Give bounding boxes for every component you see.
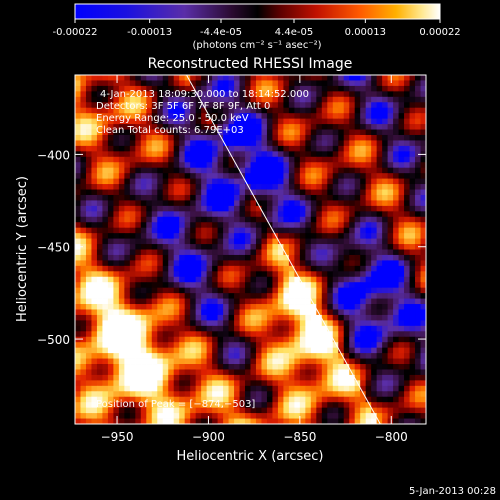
footer-date: 5-Jan-2013 00:28 bbox=[409, 486, 496, 497]
colorbar-tick-label: -4.4e-05 bbox=[200, 27, 242, 38]
x-axis-ticks: −950 −900 −850 −800 bbox=[101, 75, 408, 444]
colorbar bbox=[74, 3, 441, 20]
chart-title: Reconstructed RHESSI Image bbox=[148, 56, 353, 72]
annotation-energy-range: Energy Range: 25.0 - 50.0 keV bbox=[96, 113, 249, 124]
x-tick-label: −800 bbox=[375, 430, 408, 444]
solar-limb-line bbox=[186, 75, 381, 424]
y-axis-ticks: −400 −450 −500 bbox=[37, 148, 426, 347]
annotation-detectors: Detectors: 3F 5F 6F 7F 8F 9F, Att 0 bbox=[96, 101, 270, 112]
colorbar-tick-label: -0.00022 bbox=[53, 27, 98, 38]
colorbar-tick-label: 0.00022 bbox=[419, 27, 460, 38]
colorbar-unit-label: (photons cm⁻² s⁻¹ asec⁻²) bbox=[192, 40, 321, 51]
colorbar-tick-label: 0.00013 bbox=[345, 27, 386, 38]
x-tick-label: −950 bbox=[101, 430, 134, 444]
colorbar-ticks: -0.00022 -0.00013 -4.4e-05 4.4e-05 0.00013 0.… bbox=[53, 19, 461, 38]
y-axis-label: Heliocentric Y (arcsec) bbox=[15, 176, 30, 322]
annotation-counts: Clean Total counts: 6.79E+03 bbox=[96, 125, 244, 136]
peak-position-label: Position of Peak = [−874,−503] bbox=[96, 399, 255, 410]
heatmap-cells bbox=[75, 75, 426, 424]
y-tick-label: −400 bbox=[37, 148, 70, 162]
y-tick-label: −450 bbox=[37, 241, 70, 255]
x-axis-label: Heliocentric X (arcsec) bbox=[177, 449, 324, 464]
x-tick-label: −850 bbox=[283, 430, 316, 444]
annotation-time-range: 4-Jan-2013 18:09:30.000 to 18:14:52.000 bbox=[100, 89, 309, 100]
colorbar-tick-label: -0.00013 bbox=[127, 27, 172, 38]
plot-frame bbox=[74, 74, 427, 425]
colorbar-tick-label: 4.4e-05 bbox=[275, 27, 313, 38]
y-tick-label: −500 bbox=[37, 333, 70, 347]
x-tick-label: −900 bbox=[192, 430, 225, 444]
